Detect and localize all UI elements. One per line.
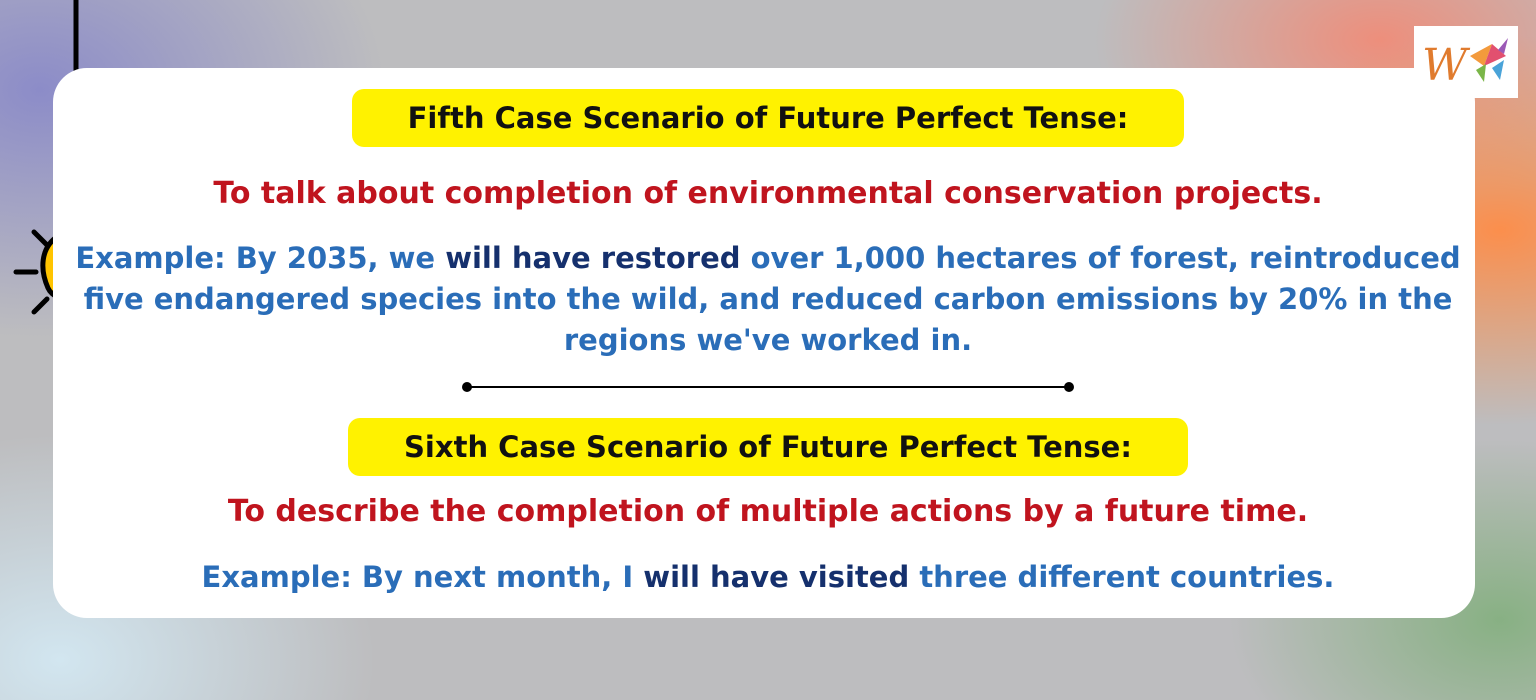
section2-purpose: To describe the completion of multiple a… [227,494,1309,529]
section1-example: Example: By 2035, we will have restored … [53,238,1483,361]
section2-example-rest: three different countries. [909,560,1335,594]
divider-line [462,382,1074,392]
logo-icon: W [1414,26,1518,98]
section2-example: Example: By next month, I will have visi… [53,557,1483,598]
content-card [53,68,1475,618]
section2-example-intro: Example: By next month, I [201,560,644,594]
section1-example-intro: Example: By 2035, we [75,241,446,275]
section2-example-emphasis: will have visited [643,560,910,594]
section1-heading: Fifth Case Scenario of Future Perfect Te… [352,89,1184,147]
section1-example-emphasis: will have restored [445,241,741,275]
section1-example-rest: over 1,000 hectares of forest, reintrodu… [83,241,1461,357]
svg-text:W: W [1422,40,1471,91]
section2-heading: Sixth Case Scenario of Future Perfect Te… [348,418,1188,476]
section1-purpose: To talk about completion of environmenta… [213,176,1323,211]
